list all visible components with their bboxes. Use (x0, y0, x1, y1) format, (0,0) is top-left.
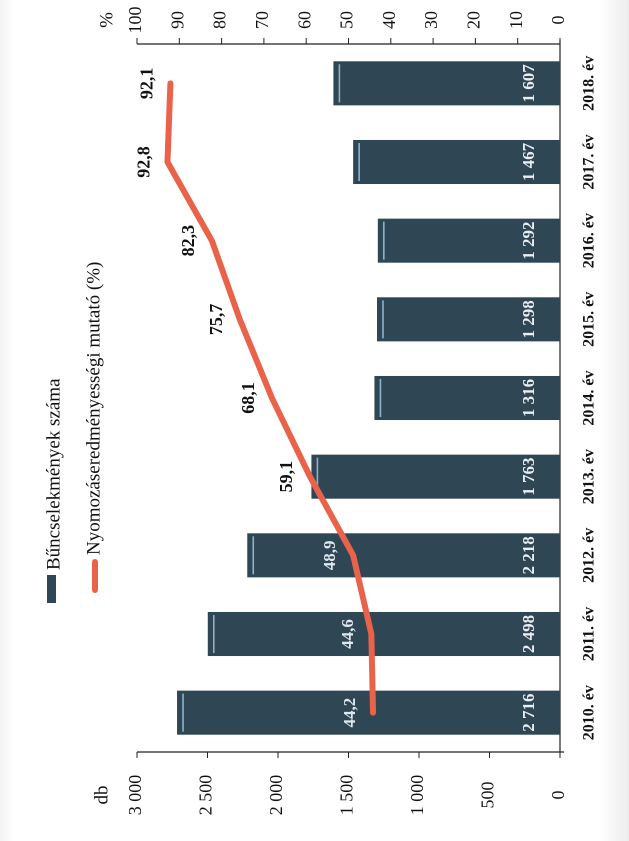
category-label: 2012. év (581, 528, 598, 583)
right-axis-unit: % (96, 12, 117, 28)
category-label: 2010. év (581, 685, 598, 740)
line-value-label: 59,1 (276, 461, 296, 493)
line-value-label: 48,9 (320, 540, 339, 570)
bar-value-label: 2 716 (519, 694, 538, 732)
legend-line-label: Nyomozáseredményességi mutató (%) (83, 262, 104, 555)
bar (333, 61, 560, 106)
right-axis-tick-label: 20 (464, 11, 484, 29)
left-axis-tick-label: 0 (548, 791, 568, 800)
bar (374, 375, 560, 421)
category-label: 2011. év (581, 607, 598, 661)
category-label: 2015. év (581, 292, 598, 347)
line-value-label: 82,3 (178, 225, 198, 257)
bar (247, 533, 560, 578)
bar-value-label: 1 763 (519, 458, 538, 496)
bar-value-label: 1 316 (519, 379, 538, 417)
left-axis-unit: db (91, 786, 112, 805)
line-value-label: 92,1 (137, 68, 157, 100)
bar-value-label: 2 218 (519, 536, 538, 574)
right-axis-tick-label: 10 (506, 11, 526, 29)
bar (177, 690, 560, 735)
bar (377, 218, 560, 263)
right-axis-tick-label: 0 (548, 16, 568, 25)
line-value-label: 75,7 (206, 304, 226, 336)
bar-value-label: 1 607 (519, 64, 538, 103)
line-value-label: 44,2 (340, 698, 359, 728)
right-axis-tick-label: 80 (210, 11, 230, 29)
left-axis-tick-label: 2 500 (196, 775, 216, 816)
left-axis-tick-label: 500 (478, 782, 498, 809)
left-axis-tick-label: 2 000 (266, 775, 286, 816)
left-axis-tick-label: 1 000 (407, 775, 427, 816)
line-value-label: 92,8 (134, 146, 154, 178)
legend-bar-swatch (47, 575, 56, 603)
category-label: 2017. év (581, 134, 598, 189)
right-axis-tick-label: 90 (167, 11, 187, 29)
bar (311, 454, 560, 499)
left-axis-tick-label: 1 500 (337, 775, 357, 816)
bar (376, 297, 560, 342)
bar (207, 611, 561, 657)
bar-value-label: 1 292 (519, 222, 538, 260)
right-axis-tick-label: 70 (252, 11, 272, 29)
category-label: 2013. év (581, 449, 598, 504)
legend-bar-label: Bűncselekmények száma (43, 378, 64, 570)
right-axis-tick-label: 50 (337, 11, 357, 29)
bar (353, 139, 560, 185)
line-series (164, 80, 377, 716)
right-axis-tick-label: 60 (294, 11, 314, 29)
line-value-label: 68,1 (238, 382, 258, 414)
bar-value-label: 1 467 (519, 142, 538, 181)
category-label: 2016. év (581, 213, 598, 268)
category-label: 2018. év (581, 56, 598, 111)
category-label: 2014. év (581, 370, 598, 425)
bar-value-label: 2 498 (519, 615, 538, 653)
bar-value-label: 1 298 (519, 300, 538, 338)
right-axis-tick-label: 40 (379, 11, 399, 29)
line-value-label: 44,6 (338, 619, 357, 649)
right-axis-tick-label: 100 (125, 7, 145, 34)
right-axis-tick-label: 30 (421, 11, 441, 29)
left-axis-tick-label: 3 000 (125, 775, 145, 816)
